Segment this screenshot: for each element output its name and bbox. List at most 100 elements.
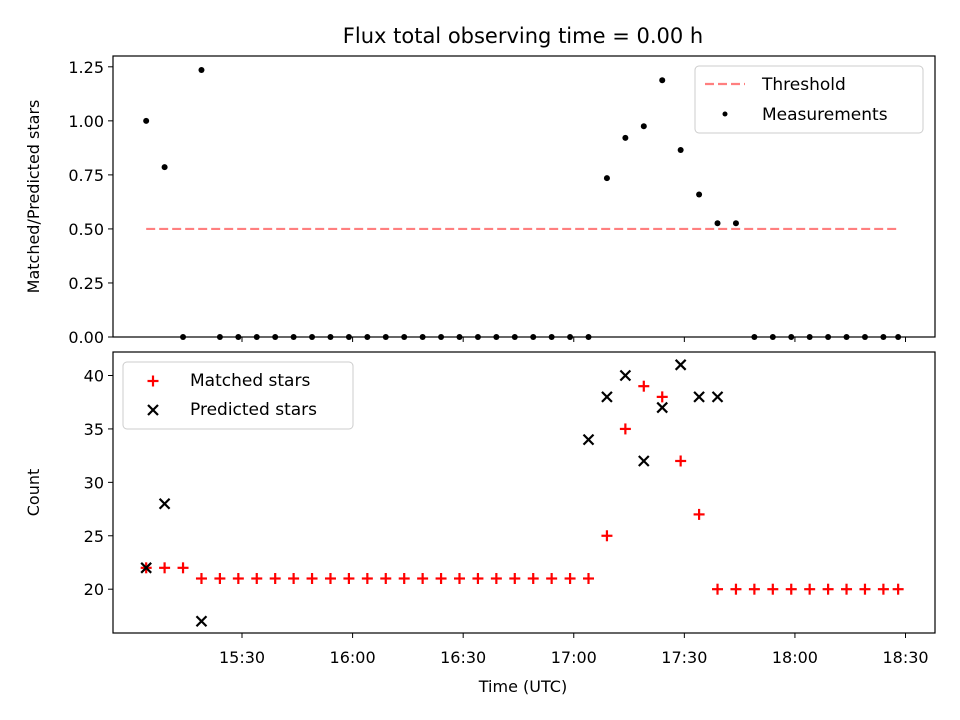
matched-star-point	[892, 583, 904, 595]
measurement-point	[567, 334, 574, 340]
matched-star-point	[693, 508, 705, 520]
legend-measurement-handle	[722, 111, 728, 117]
measurement-point	[364, 334, 371, 340]
matched-star-point	[712, 583, 724, 595]
chart-title: Flux total observing time = 0.00 h	[343, 24, 703, 48]
measurement-point	[253, 334, 260, 340]
x-tick-label: 18:30	[882, 648, 928, 667]
x-tick-label: 17:30	[661, 648, 707, 667]
matched-star-point	[841, 583, 853, 595]
measurement-point	[493, 334, 500, 340]
legend-matched-handle	[147, 375, 159, 387]
matched-star-point	[417, 573, 429, 585]
measurement-point	[401, 334, 408, 340]
measurement-point	[696, 191, 703, 198]
measurement-point	[880, 334, 887, 340]
top-y-axis-label: Matched/Predicted stars	[24, 100, 43, 294]
bottom-y-tick-label: 40	[84, 367, 104, 386]
measurement-point	[272, 334, 279, 340]
predicted-star-point	[674, 359, 687, 371]
matched-star-point	[656, 391, 668, 403]
top-y-tick-label: 0.25	[68, 274, 104, 293]
measurement-point	[161, 164, 168, 171]
matched-star-point	[730, 583, 742, 595]
matched-star-point	[638, 380, 650, 392]
bottom-axes-frame	[112, 351, 936, 634]
predicted-star-point	[601, 391, 613, 403]
x-axis-label: Time (UTC)	[478, 677, 567, 696]
predicted-star-point	[638, 455, 650, 467]
predicted-star-point	[693, 391, 705, 403]
measurement-point	[327, 334, 334, 340]
matched-star-point	[453, 573, 465, 585]
measurement-point	[751, 334, 758, 340]
legend-measurement-label: Measurements	[762, 105, 888, 125]
matched-star-point	[343, 573, 355, 585]
top-y-tick-label: 0.00	[68, 328, 104, 347]
measurement-point	[216, 334, 223, 340]
top-y-tick-label: 0.50	[68, 220, 104, 239]
measurement-point	[419, 334, 426, 340]
matched-star-point	[232, 573, 244, 585]
measurement-point	[309, 334, 316, 340]
bottom-panel: 20 25 30 35 40 15:30 16:00 16:30 17:00 17:30 18:00…	[24, 351, 936, 667]
measurement-point	[180, 334, 187, 340]
matched-star-point	[361, 573, 373, 585]
predicted-star-point	[140, 562, 152, 574]
matched-star-point	[822, 583, 834, 595]
top-y-tick-label: 1.25	[68, 58, 104, 77]
matched-star-point	[306, 573, 318, 585]
measurement-point	[235, 334, 242, 340]
matched-star-point	[804, 583, 816, 595]
measurement-point	[456, 334, 463, 340]
bottom-y-tick-label: 25	[84, 527, 104, 546]
bottom-y-tick-label: 35	[84, 420, 104, 439]
measurement-point	[585, 334, 592, 340]
matched-star-point	[748, 583, 760, 595]
top-axes-frame	[112, 55, 936, 338]
matched-star-point	[619, 423, 631, 435]
matched-star-point	[269, 573, 281, 585]
top-panel: 0.00 0.25 0.50 0.75 1.00 1.25 Matched/Predicte…	[24, 55, 936, 347]
measurement-point	[806, 334, 813, 340]
x-tick-label: 15:30	[219, 648, 265, 667]
matched-star-point	[859, 583, 871, 595]
matched-star-point	[509, 573, 521, 585]
bottom-y-tick-label: 30	[84, 473, 104, 492]
measurement-point	[659, 77, 666, 84]
matched-star-point	[288, 573, 300, 585]
x-tick-label: 16:30	[440, 648, 486, 667]
measurement-point	[530, 334, 537, 340]
matched-star-point	[767, 583, 779, 595]
matched-star-point	[398, 573, 410, 585]
matched-star-point	[546, 573, 558, 585]
matched-star-point	[785, 583, 797, 595]
measurement-point	[843, 334, 850, 340]
matched-star-point	[675, 455, 687, 467]
top-y-tick-label: 1.00	[68, 112, 104, 131]
matched-star-point	[159, 562, 171, 574]
predicted-star-point	[158, 497, 171, 510]
legend-matched-label: Matched stars	[190, 371, 310, 391]
measurement-point	[825, 334, 832, 340]
measurement-point	[603, 175, 610, 182]
measurement-point	[732, 220, 739, 227]
legend-predicted-label: Predicted stars	[190, 400, 317, 420]
top-legend: Threshold Measurements	[694, 65, 924, 134]
matched-star-point	[490, 573, 502, 585]
measurement-point	[714, 220, 721, 227]
measurement-point	[382, 334, 389, 340]
matched-star-point	[324, 573, 336, 585]
top-y-tick-label: 0.75	[68, 166, 104, 185]
measurement-point	[290, 334, 297, 340]
measurement-point	[861, 334, 868, 340]
predicted-star-point	[195, 615, 208, 628]
matched-star-point	[435, 573, 447, 585]
matched-star-point	[251, 573, 263, 585]
predicted-star-point	[582, 433, 595, 446]
measurement-point	[622, 134, 629, 141]
measurement-point	[677, 147, 684, 154]
matched-star-point	[214, 573, 226, 585]
matched-star-point	[195, 573, 207, 585]
